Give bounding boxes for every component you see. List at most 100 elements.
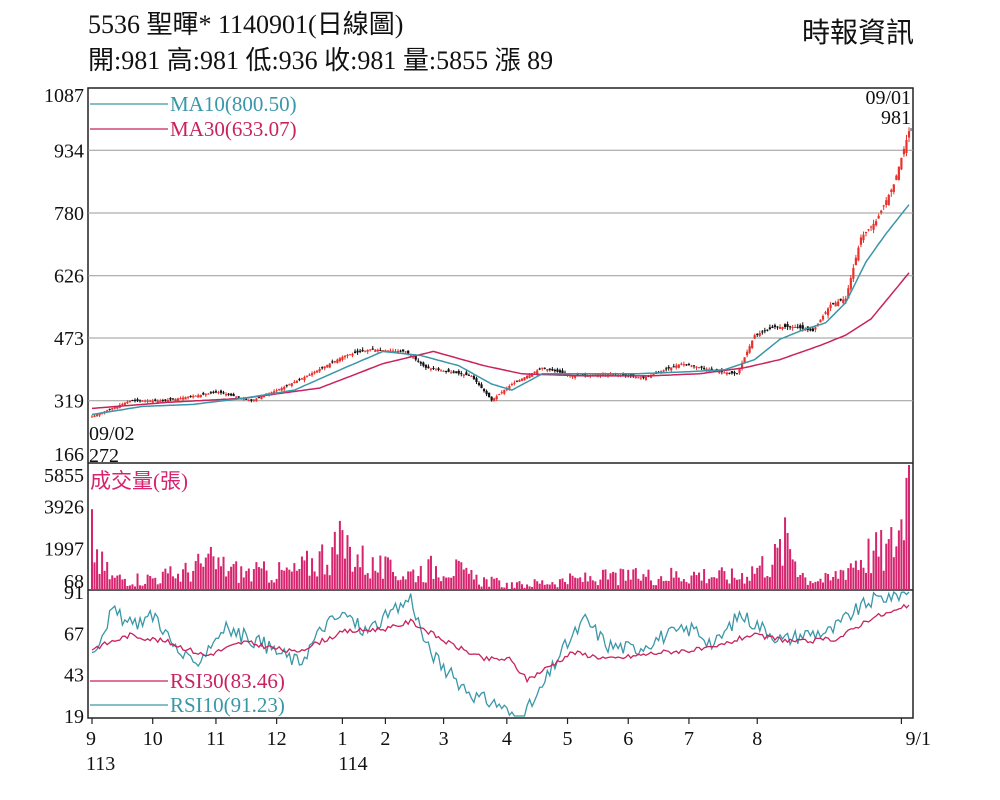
volume-bar bbox=[779, 539, 781, 590]
volume-bar bbox=[644, 576, 647, 590]
candle-body bbox=[224, 394, 228, 396]
candle-body bbox=[341, 356, 344, 360]
volume-bar bbox=[723, 571, 726, 590]
candle-body bbox=[328, 363, 331, 368]
candle-body bbox=[116, 405, 119, 409]
candle-body bbox=[321, 367, 324, 369]
volume-bar bbox=[720, 567, 723, 590]
volume-bar bbox=[384, 556, 387, 590]
volume-bar bbox=[91, 509, 93, 590]
volume-bar bbox=[156, 584, 159, 590]
candle-body bbox=[310, 373, 314, 376]
candle-body bbox=[890, 189, 893, 192]
volume-bar bbox=[566, 584, 569, 590]
volume-bar bbox=[558, 579, 561, 590]
candle-body bbox=[308, 374, 311, 376]
candle-body bbox=[442, 370, 445, 372]
volume-bar bbox=[609, 573, 612, 590]
volume-bar bbox=[126, 585, 129, 590]
volume-bar bbox=[440, 581, 443, 590]
volume-bar bbox=[247, 568, 250, 590]
candle-body bbox=[611, 374, 615, 376]
volume-bar bbox=[204, 557, 207, 590]
volume-bar bbox=[442, 576, 445, 590]
volume-bar bbox=[260, 568, 263, 590]
volume-bar bbox=[336, 554, 339, 590]
volume-bar bbox=[316, 576, 319, 590]
candle-body bbox=[571, 375, 574, 378]
candle-body bbox=[336, 359, 339, 363]
candle-body bbox=[450, 372, 453, 374]
candle-body bbox=[437, 368, 440, 370]
candle-body bbox=[763, 330, 766, 332]
legend: MA10(800.50)MA30(633.07) 成交量(張) RSI30(83.4… bbox=[90, 92, 297, 717]
volume-bar bbox=[829, 580, 832, 590]
candle-body bbox=[422, 362, 425, 366]
volume-bar bbox=[349, 546, 351, 590]
candle-body bbox=[460, 373, 463, 375]
candle-body bbox=[538, 368, 541, 370]
volume-bar bbox=[799, 574, 802, 590]
volume-bar bbox=[705, 583, 708, 590]
candle-body bbox=[151, 400, 154, 403]
candle-body bbox=[417, 360, 420, 362]
volume-bar bbox=[586, 581, 589, 590]
volume-bar bbox=[437, 577, 440, 590]
candle-body bbox=[230, 393, 233, 396]
volume-bar bbox=[232, 563, 235, 590]
volume-bar bbox=[738, 579, 741, 590]
candle-body bbox=[510, 384, 513, 386]
volume-bar bbox=[574, 577, 577, 590]
x-tick-label: 9 bbox=[86, 728, 96, 750]
candle-body bbox=[773, 325, 777, 328]
volume-bar bbox=[311, 558, 314, 590]
volume-bar bbox=[331, 547, 334, 590]
volume-bar bbox=[364, 574, 367, 590]
candle-body bbox=[305, 375, 309, 377]
candle-body bbox=[907, 131, 911, 138]
candle-body bbox=[353, 351, 357, 354]
candle-body bbox=[364, 350, 367, 352]
panel-frames bbox=[87, 87, 914, 719]
candle-body bbox=[728, 372, 731, 374]
volume-bar bbox=[773, 544, 776, 590]
volume-bar bbox=[161, 571, 164, 590]
candle-body bbox=[434, 369, 438, 371]
candle-body bbox=[710, 368, 713, 371]
candle-body bbox=[447, 369, 450, 372]
volume-bar bbox=[169, 566, 172, 590]
volume-bar bbox=[877, 556, 880, 590]
candle-body bbox=[138, 400, 142, 402]
candle-body bbox=[811, 328, 814, 332]
chart-title: 5536 聖暉* 1140901(日線圖) bbox=[88, 10, 404, 39]
volume-bar bbox=[892, 557, 895, 590]
volume-bar bbox=[528, 586, 531, 590]
candle-body bbox=[131, 399, 134, 401]
volume-bar bbox=[561, 578, 564, 590]
volume-bar bbox=[174, 578, 177, 590]
volume-bar bbox=[300, 556, 303, 590]
volume-bar bbox=[526, 584, 529, 590]
candle-body bbox=[90, 416, 94, 418]
last-date-label: 09/01 bbox=[865, 87, 911, 109]
x-tick-label: 8 bbox=[752, 728, 762, 750]
volume-bar bbox=[854, 560, 857, 590]
volume-bar bbox=[822, 582, 824, 590]
ma10-line bbox=[91, 204, 910, 416]
volume-bar bbox=[503, 587, 506, 590]
volume-bar bbox=[895, 546, 898, 590]
candle-body bbox=[897, 166, 900, 180]
volume-bar bbox=[675, 571, 678, 590]
candle-body bbox=[730, 371, 734, 374]
volume-bar bbox=[801, 572, 804, 590]
volume-bar bbox=[199, 563, 202, 590]
candle-body bbox=[733, 371, 736, 374]
candle-body bbox=[488, 392, 491, 398]
candle-body bbox=[462, 374, 465, 376]
grid-lines bbox=[88, 149, 913, 402]
volume-bar bbox=[306, 550, 308, 590]
x-tick-label: 9/1 bbox=[905, 728, 931, 750]
candle-body bbox=[495, 396, 498, 400]
candle-body bbox=[199, 394, 202, 398]
